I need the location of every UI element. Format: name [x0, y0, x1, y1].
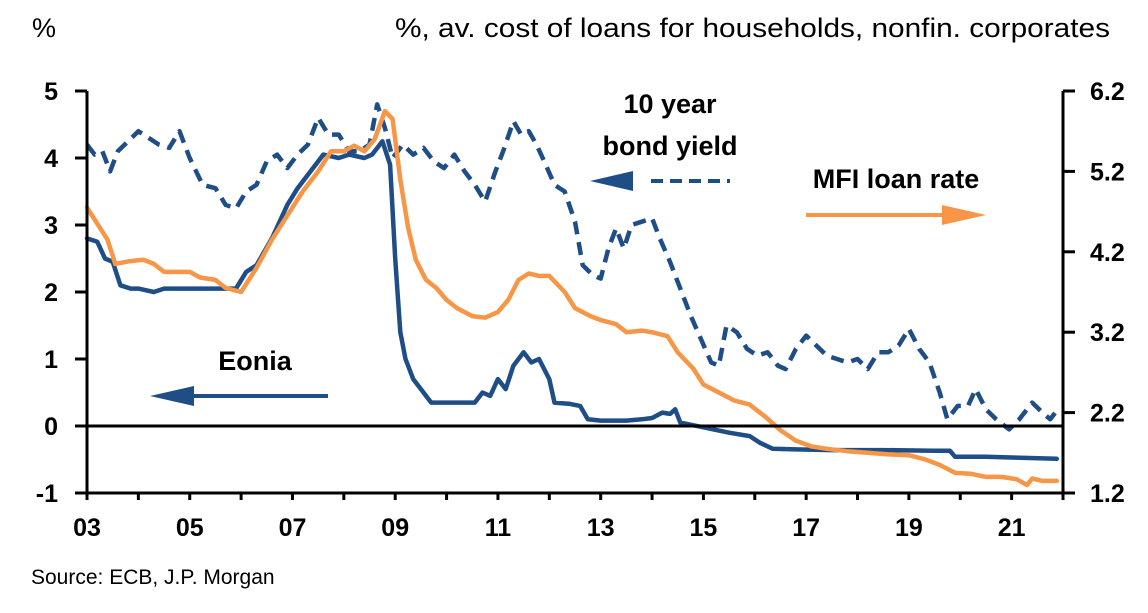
series-line-eonia [84, 139, 1060, 462]
annotation-bond-yield-line1: 10 year [623, 89, 717, 119]
annotation-mfi-loan-rate-label: MFI loan rate [813, 164, 980, 194]
right-tick-label: 2.2 [1090, 400, 1125, 428]
x-tick-label: 15 [690, 514, 718, 542]
right-tick-label: 4.2 [1090, 239, 1125, 267]
right-axis-unit-label: %, av. cost of loans for households, non… [395, 13, 1110, 43]
bond-yield-arrow-left-icon [590, 171, 633, 191]
left-axis-unit-label: % [32, 13, 56, 43]
left-tick-label: 4 [44, 145, 58, 173]
series-line-10-year-bond-yield [85, 102, 1058, 432]
annotation-eonia-label: Eonia [218, 346, 292, 376]
left-tick-label: 3 [44, 212, 58, 240]
left-tick-label: 0 [44, 413, 58, 441]
left-tick-label: 1 [44, 346, 58, 374]
right-tick-label: 3.2 [1090, 319, 1125, 347]
left-tick-label: -1 [36, 480, 58, 508]
annotation-eonia: Eonia [150, 346, 328, 406]
x-tick-label: 03 [73, 514, 101, 542]
right-tick-label: 5.2 [1090, 158, 1125, 186]
annotation-mfi-loan-rate: MFI loan rate [806, 164, 986, 225]
x-tick-label: 13 [587, 514, 615, 542]
series [84, 102, 1060, 488]
axes [77, 91, 1073, 499]
x-tick-label: 19 [895, 514, 923, 542]
mfi-arrow-right-icon [942, 205, 986, 225]
left-tick-label: 5 [44, 78, 58, 106]
annotation-bond-yield-line2: bond yield [603, 131, 738, 161]
left-tick-label: 2 [44, 279, 58, 307]
annotation-bond-yield: 10 year bond yield [590, 89, 738, 191]
x-tick-label: 11 [485, 514, 512, 542]
right-tick-label: 1.2 [1090, 480, 1125, 508]
source-note: Source: ECB, J.P. Morgan [31, 566, 275, 589]
x-tick-label: 17 [792, 514, 820, 542]
x-tick-label: 07 [279, 514, 307, 542]
x-tick-label: 05 [176, 514, 204, 542]
series-line-mfi-loan-rate [84, 108, 1060, 488]
eonia-arrow-left-icon [150, 386, 194, 406]
x-tick-label: 21 [998, 514, 1026, 542]
right-tick-label: 6.2 [1090, 78, 1125, 106]
x-tick-label: 09 [381, 514, 409, 542]
